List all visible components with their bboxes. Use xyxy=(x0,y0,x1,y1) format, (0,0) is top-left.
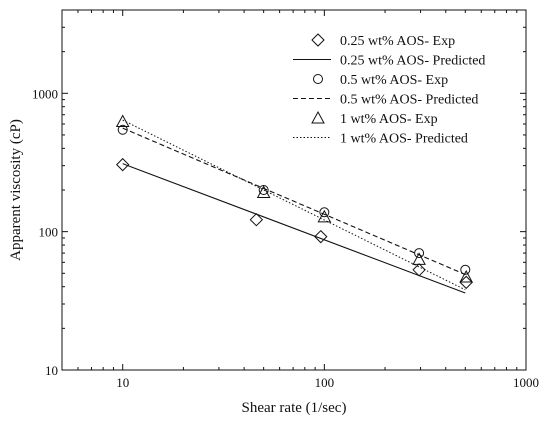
series-5 xyxy=(122,119,466,291)
data-point-triangle xyxy=(459,269,474,283)
legend-marker-circle xyxy=(313,74,323,84)
y-tick-label: 10 xyxy=(45,363,58,378)
data-point-diamond xyxy=(314,229,328,244)
legend-marker-diamond xyxy=(311,33,325,47)
y-tick-label: 100 xyxy=(39,225,59,240)
series-0 xyxy=(115,157,473,290)
legend-item: 1 wt% AOS- Predicted xyxy=(293,132,468,147)
legend-item: 0.5 wt% AOS- Exp xyxy=(313,73,448,88)
series-2 xyxy=(117,124,471,275)
legend-item: 0.25 wt% AOS- Exp xyxy=(311,33,455,49)
data-point-diamond xyxy=(459,275,473,290)
series-line xyxy=(122,127,466,276)
legend-label: 0.25 wt% AOS- Exp xyxy=(340,34,455,49)
y-axis-title: Apparent viscosity (cP) xyxy=(8,119,24,261)
y-tick-label: 1000 xyxy=(32,86,58,101)
legend-marker-triangle xyxy=(311,110,325,124)
legend-label: 0.5 wt% AOS- Exp xyxy=(340,73,448,88)
x-axis-title: Shear rate (1/sec) xyxy=(242,400,347,416)
data-point-triangle xyxy=(317,209,332,223)
data-point-circle xyxy=(319,207,330,218)
legend: 0.25 wt% AOS- Exp 0.25 wt% AOS- Predicted… xyxy=(293,33,485,147)
series-1 xyxy=(122,163,466,294)
legend-label: 0.25 wt% AOS- Predicted xyxy=(340,54,485,69)
legend-label: 1 wt% AOS- Predicted xyxy=(340,132,468,147)
x-tick-label: 10 xyxy=(116,375,129,390)
data-point-diamond xyxy=(115,157,130,172)
x-tick-label: 100 xyxy=(315,375,335,390)
series-line xyxy=(122,163,466,294)
legend-label: 1 wt% AOS- Exp xyxy=(340,112,438,127)
series-3 xyxy=(122,127,466,276)
series-line xyxy=(122,119,466,291)
series-4 xyxy=(115,114,474,283)
axis-ticks: 10 100 1000 10 100 1000 xyxy=(32,9,539,390)
x-tick-label: 1000 xyxy=(513,375,539,390)
legend-label: 0.5 wt% AOS- Predicted xyxy=(340,93,478,108)
data-point-triangle xyxy=(256,185,271,198)
data-point-triangle xyxy=(412,252,426,265)
series-layer xyxy=(115,114,474,294)
data-point-diamond xyxy=(249,212,264,227)
data-point-triangle xyxy=(115,114,130,128)
legend-item: 0.25 wt% AOS- Predicted xyxy=(293,54,485,69)
legend-item: 0.5 wt% AOS- Predicted xyxy=(293,93,478,108)
data-point-circle xyxy=(414,248,425,259)
legend-item: 1 wt% AOS- Exp xyxy=(311,110,438,127)
